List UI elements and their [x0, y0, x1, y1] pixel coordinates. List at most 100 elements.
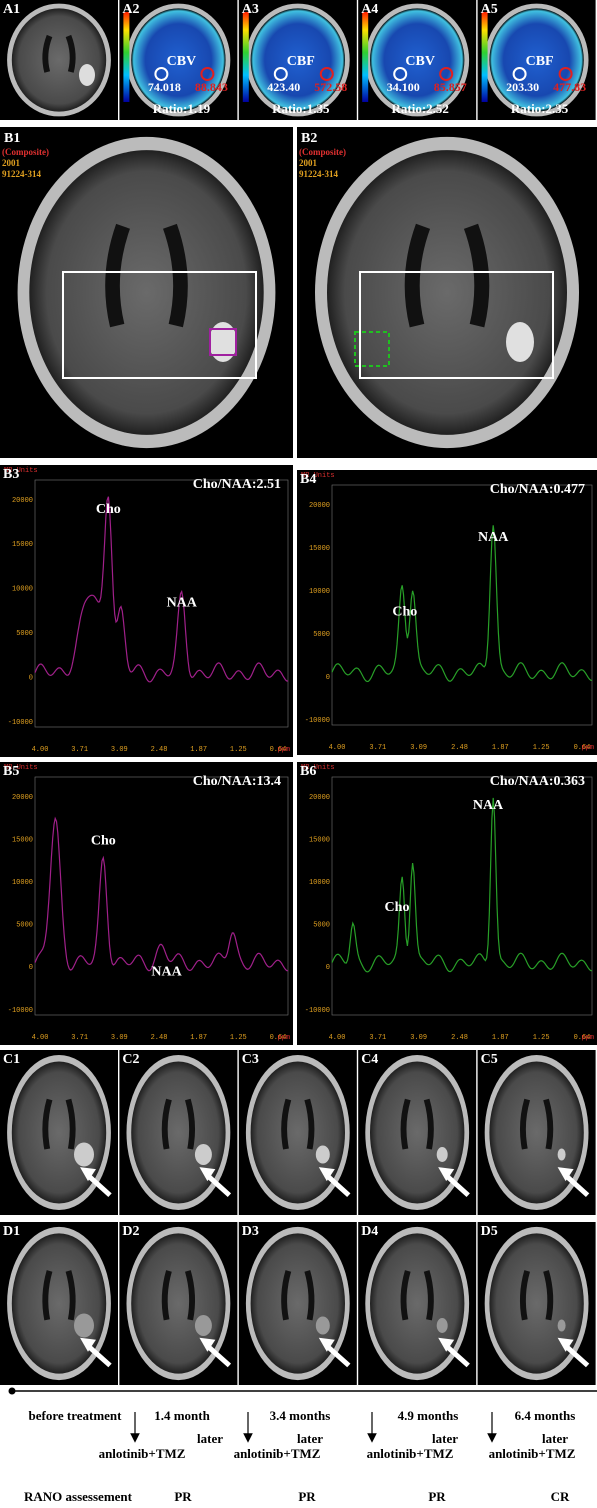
scan-info: 2001 — [299, 158, 318, 168]
lesion — [437, 1147, 448, 1162]
panel-label: D4 — [361, 1224, 378, 1239]
y-tick-label: 5000 — [313, 922, 330, 930]
map-name: CBF — [287, 54, 315, 69]
time-label: later — [297, 1431, 323, 1446]
y-tick-label: 15000 — [309, 545, 330, 553]
x-tick-label: 3.71 — [71, 746, 88, 754]
x-tick-label: 3.09 — [410, 1034, 427, 1042]
x-tick-label: 3.09 — [111, 1034, 128, 1042]
scan-info: (Composite) — [2, 147, 49, 157]
panel-label: A4 — [361, 2, 378, 17]
x-tick-label: 3.09 — [111, 746, 128, 754]
y-tick-label: 15000 — [12, 836, 33, 844]
panel-label: B6 — [300, 764, 316, 779]
color-bar — [482, 12, 488, 102]
x-tick-label: 1.87 — [492, 744, 509, 752]
y-tick-label: 10000 — [309, 588, 330, 596]
x-tick-label: 1.25 — [230, 1034, 247, 1042]
scan-info: 91224-314 — [2, 169, 41, 179]
spectrum-bg — [0, 465, 293, 757]
naa-label: NAA — [151, 964, 182, 979]
y-tick-label: 10000 — [12, 586, 33, 594]
y-tick-label: -10000 — [8, 1007, 33, 1015]
ratio: Ratio:2.52 — [391, 101, 448, 116]
scan-info: 91224-314 — [299, 169, 338, 179]
spectrum-bg — [297, 470, 597, 755]
brain — [12, 8, 106, 111]
time-label: later — [432, 1431, 458, 1446]
y-tick-label: 15000 — [12, 541, 33, 549]
y-tick-label: 0 — [326, 674, 330, 682]
ratio: Ratio:1.19 — [153, 101, 211, 116]
ratio: Ratio:2.35 — [511, 101, 569, 116]
y-tick-label: 0 — [326, 964, 330, 972]
lesion — [506, 322, 534, 362]
x-tick-label: 4.00 — [329, 744, 346, 752]
lesion — [316, 1317, 330, 1335]
lesion — [558, 1320, 566, 1332]
rano-result: CR — [551, 1489, 570, 1504]
panel-label: D1 — [3, 1224, 20, 1239]
lesion — [74, 1314, 94, 1338]
map-name: CBV — [405, 54, 435, 69]
x-tick-label: 2.48 — [151, 746, 168, 754]
naa-label: NAA — [167, 596, 198, 611]
y-tick-label: -10000 — [305, 1007, 330, 1015]
color-bar — [362, 12, 368, 102]
panel-label: C5 — [481, 1052, 498, 1067]
map-name: CBV — [167, 54, 197, 69]
x-tick-label: 1.25 — [533, 1034, 550, 1042]
time-label: later — [542, 1431, 568, 1446]
panel-label: C2 — [122, 1052, 139, 1067]
x-tick-label: 1.87 — [190, 746, 207, 754]
brain — [327, 150, 567, 435]
cho-label: Cho — [392, 604, 417, 619]
color-bar — [243, 12, 249, 102]
rano-result: PR — [428, 1489, 446, 1504]
panel-label: D3 — [242, 1224, 259, 1239]
spectrum-bg — [0, 762, 293, 1045]
ratio: Ratio:1.35 — [272, 101, 330, 116]
time-label: 1.4 month — [154, 1408, 210, 1423]
x-unit: ppm — [581, 744, 594, 752]
cho-naa-ratio: Cho/NAA:13.4 — [193, 774, 281, 789]
lesion — [558, 1149, 566, 1161]
lesion — [74, 1143, 94, 1167]
x-unit: ppm — [277, 1034, 290, 1042]
cho-label: Cho — [385, 900, 410, 915]
x-tick-label: 2.48 — [451, 744, 468, 752]
y-tick-label: 10000 — [12, 879, 33, 887]
cho-naa-ratio: Cho/NAA:0.363 — [490, 774, 585, 789]
panel-label: D2 — [122, 1224, 139, 1239]
y-tick-label: 0 — [29, 964, 33, 972]
roi-left-value: 74.018 — [148, 80, 181, 94]
time-label: 6.4 months — [515, 1408, 576, 1423]
time-label: 4.9 months — [398, 1408, 459, 1423]
treatment: anlotinib+TMZ — [99, 1446, 186, 1461]
x-tick-label: 1.25 — [230, 746, 247, 754]
timeline-start — [9, 1388, 16, 1395]
figure: A1CBV74.01888.843Ratio:1.19A2CBF423.4057… — [0, 0, 597, 1508]
brain — [29, 150, 263, 435]
color-bar — [123, 12, 129, 102]
y-tick-label: -10000 — [8, 719, 33, 727]
roi-right-value: 477.83 — [553, 80, 586, 94]
body: A1CBV74.01888.843Ratio:1.19A2CBF423.4057… — [0, 0, 597, 1508]
panel-label: C3 — [242, 1052, 259, 1067]
y-tick-label: 5000 — [16, 922, 33, 930]
rano-result: PR — [298, 1489, 316, 1504]
y-tick-label: 5000 — [313, 631, 330, 639]
panel-label: A1 — [3, 2, 20, 17]
panel-label: A5 — [481, 2, 498, 17]
panel-label: A3 — [242, 2, 259, 17]
lesion — [195, 1315, 212, 1336]
roi-left-value: 423.40 — [267, 80, 300, 94]
panel-label: B2 — [301, 131, 317, 146]
x-tick-label: 3.71 — [71, 1034, 88, 1042]
y-tick-label: 20000 — [309, 794, 330, 802]
roi-left-value: 34.100 — [387, 80, 420, 94]
x-tick-label: 1.87 — [492, 1034, 509, 1042]
scan-info: (Composite) — [299, 147, 346, 157]
lesion — [79, 64, 95, 86]
panel-label: B3 — [3, 467, 19, 482]
